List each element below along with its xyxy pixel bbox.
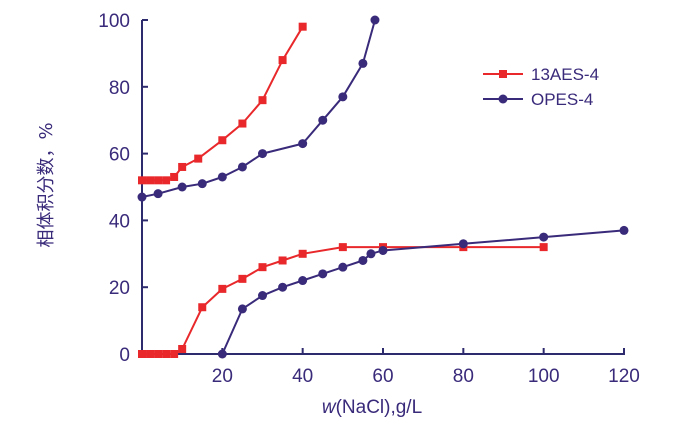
data-point-13aes-4 <box>170 172 179 181</box>
data-point-opes-4 <box>217 172 227 182</box>
series-line-13aes-4-branch-1 <box>142 26 304 182</box>
x-axis-label: w(NaCl),g/L <box>322 397 422 418</box>
x-axis-label-variable: w <box>322 397 337 418</box>
data-point-13aes-4 <box>154 350 163 358</box>
series-line-opes-4-branch-1 <box>141 19 376 198</box>
data-point-opes-4 <box>539 232 549 242</box>
data-point-13aes-4 <box>162 176 171 185</box>
x-axis-label-unit: (NaCl),g/L <box>336 397 423 418</box>
data-point-opes-4 <box>619 225 629 235</box>
data-point-opes-4 <box>298 139 308 149</box>
data-point-13aes-4 <box>338 243 347 252</box>
data-point-opes-4 <box>153 189 163 199</box>
data-point-13aes-4 <box>178 344 187 353</box>
data-point-13aes-4 <box>298 249 307 258</box>
data-point-13aes-4 <box>258 263 267 272</box>
legend: 13AES-4 OPES-4 <box>483 65 599 109</box>
data-point-opes-4 <box>237 162 247 172</box>
data-point-opes-4 <box>177 182 187 192</box>
data-point-opes-4 <box>358 58 368 68</box>
data-point-13aes-4 <box>238 274 247 283</box>
data-point-13aes-4 <box>146 176 155 185</box>
x-tick-label: 60 <box>372 366 393 387</box>
data-point-13aes-4 <box>178 162 187 171</box>
data-point-13aes-4 <box>238 119 247 128</box>
x-tick-label: 120 <box>608 366 640 387</box>
y-axis-label: 相体积分数，% <box>36 122 57 247</box>
data-point-13aes-4 <box>170 350 179 358</box>
legend-label-13aes-4: 13AES-4 <box>531 65 599 84</box>
data-point-opes-4 <box>237 304 247 314</box>
x-tick-label: 100 <box>528 366 560 387</box>
data-point-opes-4 <box>358 255 368 265</box>
x-tick-label: 40 <box>292 366 313 387</box>
y-tick-label: 40 <box>109 211 130 232</box>
data-point-opes-4 <box>366 249 376 259</box>
data-point-opes-4 <box>217 349 227 359</box>
x-tick-label: 80 <box>453 366 474 387</box>
legend-marker-opes-4 <box>498 94 508 104</box>
data-point-13aes-4 <box>198 303 207 312</box>
data-point-13aes-4 <box>138 350 146 358</box>
series-line-opes-4-branch-2 <box>221 229 625 355</box>
plot-series <box>137 15 629 359</box>
data-point-opes-4 <box>378 245 388 255</box>
data-point-opes-4 <box>318 269 328 279</box>
data-point-opes-4 <box>197 179 207 189</box>
x-tick-label: 20 <box>212 366 233 387</box>
y-tick-label: 100 <box>98 11 130 32</box>
data-point-opes-4 <box>298 276 308 286</box>
legend-marker-13aes-4 <box>499 70 507 78</box>
data-point-opes-4 <box>370 15 380 25</box>
data-point-opes-4 <box>258 149 267 159</box>
data-point-13aes-4 <box>146 350 155 358</box>
data-point-opes-4 <box>258 291 267 301</box>
y-tick-label: 80 <box>109 78 130 99</box>
data-point-opes-4 <box>338 262 348 272</box>
legend-label-opes-4: OPES-4 <box>531 90 593 109</box>
data-point-13aes-4 <box>278 256 287 265</box>
data-point-13aes-4 <box>162 350 171 358</box>
data-point-opes-4 <box>318 115 328 125</box>
y-tick-label: 20 <box>109 278 130 299</box>
y-tick-label: 60 <box>109 145 130 166</box>
data-point-13aes-4 <box>218 136 227 145</box>
data-point-13aes-4 <box>194 154 203 163</box>
data-point-13aes-4 <box>298 22 307 31</box>
data-point-13aes-4 <box>539 243 548 252</box>
y-tick-label: 0 <box>119 345 130 366</box>
data-point-opes-4 <box>278 282 288 292</box>
data-point-13aes-4 <box>278 56 287 65</box>
data-point-13aes-4 <box>138 176 146 185</box>
data-point-13aes-4 <box>154 176 163 185</box>
data-point-opes-4 <box>458 239 468 249</box>
data-point-13aes-4 <box>218 284 227 293</box>
data-point-13aes-4 <box>258 96 267 105</box>
tick-labels: 0 20 40 60 80 100 20 40 60 80 100 120 <box>98 11 640 387</box>
data-point-opes-4 <box>338 92 348 102</box>
data-point-opes-4 <box>137 192 147 202</box>
